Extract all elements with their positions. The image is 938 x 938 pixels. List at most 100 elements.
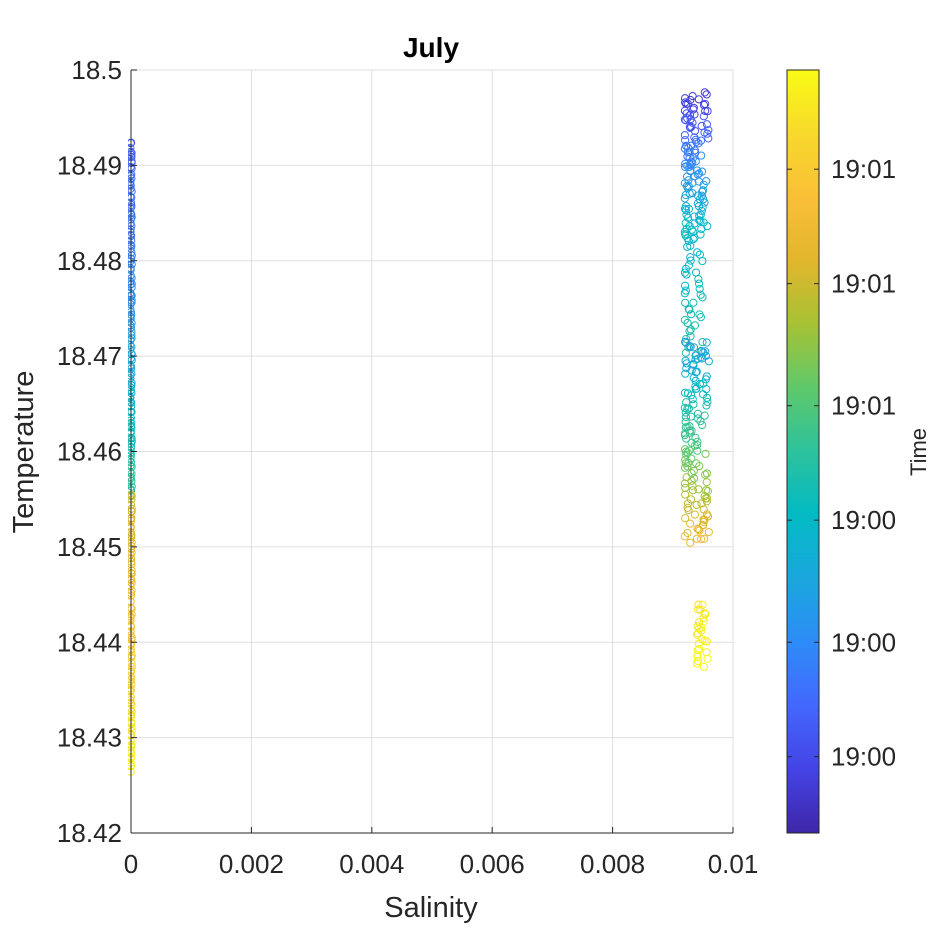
colorbar-tick-label: 19:01	[831, 391, 896, 421]
data-point	[692, 630, 701, 639]
data-point	[686, 141, 696, 150]
data-point	[689, 466, 698, 475]
data-point	[686, 519, 695, 528]
data-point	[683, 503, 692, 512]
data-point	[685, 428, 694, 437]
y-tick-label: 18.44	[57, 627, 122, 657]
data-point	[681, 202, 691, 211]
data-point	[698, 420, 707, 430]
data-point	[681, 412, 691, 422]
data-point	[682, 109, 691, 118]
data-point	[128, 467, 135, 476]
data-point	[694, 605, 703, 614]
data-point	[697, 167, 707, 176]
data-point	[690, 133, 699, 142]
data-point	[702, 120, 712, 129]
data-point	[681, 205, 691, 215]
data-point	[128, 610, 136, 619]
data-point	[128, 677, 135, 686]
data-point	[691, 382, 700, 391]
data-point	[698, 520, 707, 530]
data-point	[701, 470, 710, 479]
data-point	[683, 528, 692, 538]
data-point	[699, 379, 708, 388]
colorbar-tick-label: 19:01	[831, 269, 896, 299]
data-point	[688, 188, 697, 198]
data-point	[128, 550, 135, 559]
data-point	[682, 398, 691, 407]
data-point	[682, 473, 691, 482]
y-tick-label: 18.48	[57, 246, 122, 276]
data-point	[686, 412, 696, 421]
data-point	[685, 327, 694, 336]
data-point	[693, 622, 702, 631]
data-point	[680, 281, 690, 290]
colorbar: Time 19:00 19:00 19:00 19:01 19:01 19:01	[786, 69, 931, 834]
data-point	[680, 131, 689, 140]
data-point	[128, 662, 136, 671]
colorbar-tick-label: 19:00	[831, 505, 896, 535]
data-point	[697, 191, 706, 200]
data-point	[686, 310, 696, 319]
data-point	[690, 321, 700, 330]
data-point	[128, 227, 135, 236]
data-point	[128, 340, 135, 349]
data-point	[701, 449, 710, 458]
data-point	[696, 210, 705, 219]
x-tick-label: 0.008	[580, 849, 645, 879]
data-point	[704, 527, 713, 537]
data-point	[681, 298, 690, 307]
data-point	[693, 656, 703, 666]
data-point	[680, 268, 690, 277]
data-point	[680, 115, 690, 124]
data-point	[128, 566, 136, 575]
data-point	[699, 100, 709, 110]
data-point	[681, 219, 690, 228]
series-4	[680, 88, 713, 243]
data-point	[701, 99, 710, 109]
data-point	[698, 635, 707, 644]
x-tick-label: 0	[124, 849, 138, 879]
data-point	[128, 504, 136, 513]
data-point	[128, 299, 135, 309]
data-point	[693, 446, 702, 455]
y-tick-label: 18.47	[57, 341, 122, 371]
data-point	[128, 392, 135, 401]
data-point	[681, 141, 691, 150]
data-point	[690, 510, 700, 519]
data-point	[699, 348, 708, 357]
data-point	[680, 479, 689, 488]
data-point	[689, 359, 698, 368]
data-point	[680, 445, 690, 454]
data-point	[689, 298, 698, 307]
data-point	[692, 534, 701, 543]
data-point	[689, 400, 698, 409]
data-point	[695, 211, 704, 220]
data-point	[683, 318, 692, 328]
data-point	[695, 310, 704, 319]
data-point	[687, 122, 696, 131]
data-point	[691, 268, 701, 277]
data-point	[128, 143, 135, 153]
data-point	[681, 514, 690, 523]
data-point	[682, 224, 691, 234]
data-point	[697, 499, 706, 508]
y-axis-label: Temperature	[8, 371, 40, 534]
data-point	[701, 347, 710, 356]
data-point	[702, 338, 711, 347]
data-point	[128, 696, 135, 705]
data-point	[702, 372, 711, 381]
data-point	[128, 462, 136, 472]
x-axis-label: Salinity	[384, 892, 478, 924]
data-point	[694, 485, 703, 494]
data-point	[681, 490, 690, 499]
x-tick-label: 0.01	[708, 849, 759, 879]
data-point	[128, 180, 135, 189]
data-point	[681, 286, 690, 295]
data-point	[694, 95, 703, 104]
data-point	[695, 250, 704, 259]
data-point	[681, 459, 690, 468]
data-point	[689, 103, 698, 112]
data-point	[702, 90, 711, 99]
data-point	[684, 261, 693, 270]
